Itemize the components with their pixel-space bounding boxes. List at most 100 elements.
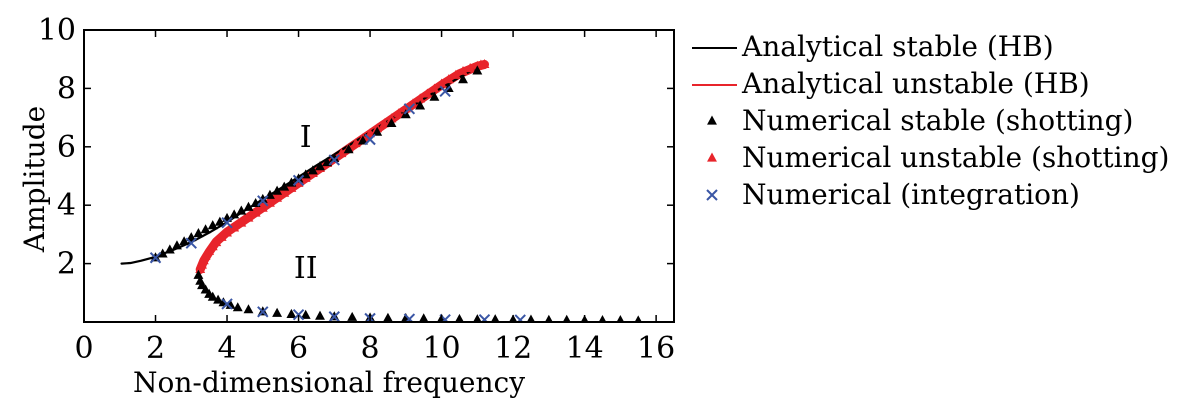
point-numerical-integration xyxy=(403,103,416,115)
point-numerical-stable-shotting xyxy=(429,91,440,101)
point-numerical-stable-shotting xyxy=(286,308,297,318)
point-numerical-stable-shotting xyxy=(598,315,607,322)
point-numerical-integration xyxy=(185,237,197,249)
point-numerical-stable-shotting xyxy=(179,236,190,246)
point-numerical-unstable-shotting xyxy=(443,74,454,84)
point-numerical-unstable-shotting xyxy=(408,98,418,108)
point-numerical-integration xyxy=(257,306,269,318)
point-numerical-stable-shotting xyxy=(418,313,429,322)
point-numerical-unstable-shotting xyxy=(379,118,390,128)
point-numerical-stable-shotting xyxy=(236,205,247,215)
point-numerical-stable-shotting xyxy=(300,309,311,319)
point-numerical-stable-shotting xyxy=(157,248,168,258)
point-numerical-unstable-shotting xyxy=(436,78,447,88)
legend-item-numerical-unstable-shotting: Numerical unstable (shotting) xyxy=(707,141,1169,174)
point-numerical-stable-shotting xyxy=(243,304,254,314)
point-numerical-stable-shotting xyxy=(307,165,318,175)
point-numerical-stable-shotting xyxy=(272,307,283,317)
point-numerical-stable-shotting xyxy=(386,117,397,128)
point-numerical-stable-shotting xyxy=(315,310,325,320)
point-numerical-stable-shotting xyxy=(193,228,204,238)
point-numerical-stable-shotting xyxy=(634,315,642,322)
point-numerical-stable-shotting xyxy=(473,314,482,322)
point-numerical-stable-shotting xyxy=(279,181,290,191)
y-tick-label: 6 xyxy=(57,130,76,165)
legend-label: Numerical unstable (shotting) xyxy=(742,141,1169,174)
point-numerical-unstable-shotting xyxy=(429,83,440,93)
point-numerical-unstable-shotting xyxy=(216,231,227,241)
point-numerical-integration xyxy=(439,85,451,98)
legend-item-analytical-unstable-hb: Analytical unstable (HB) xyxy=(692,67,1090,100)
plot-area xyxy=(120,58,642,322)
point-numerical-unstable-shotting xyxy=(365,128,376,138)
point-numerical-stable-shotting xyxy=(193,269,204,279)
y-tick-label: 10 xyxy=(38,13,76,48)
legend-label: Analytical stable (HB) xyxy=(741,30,1054,63)
point-numerical-stable-shotting xyxy=(343,144,354,154)
plot-frame xyxy=(83,29,675,323)
point-numerical-unstable-shotting xyxy=(458,65,468,76)
y-axis-label: Amplitude xyxy=(18,106,51,253)
point-numerical-stable-shotting xyxy=(616,315,625,322)
point-numerical-stable-shotting xyxy=(315,161,325,171)
x-tick-label: 2 xyxy=(146,331,165,366)
point-numerical-integration xyxy=(478,313,491,322)
point-numerical-stable-shotting xyxy=(257,193,268,203)
x-tick-label: 4 xyxy=(217,331,236,366)
point-numerical-unstable-shotting xyxy=(204,245,215,255)
point-numerical-unstable-shotting xyxy=(257,202,268,212)
point-numerical-integration xyxy=(514,314,526,322)
point-numerical-integration xyxy=(364,133,376,146)
point-numerical-stable-shotting xyxy=(243,201,254,211)
point-numerical-integration xyxy=(328,311,341,322)
point-numerical-unstable-shotting xyxy=(393,108,404,118)
point-numerical-stable-shotting xyxy=(372,126,383,136)
point-numerical-stable-shotting xyxy=(472,65,483,75)
point-numerical-stable-shotting xyxy=(272,185,283,195)
x-tick-label: 14 xyxy=(566,331,604,366)
point-numerical-unstable-shotting xyxy=(450,69,461,79)
x-tick-label: 16 xyxy=(637,331,675,366)
point-numerical-stable-shotting xyxy=(458,74,468,84)
point-numerical-integration xyxy=(292,308,305,321)
point-numerical-stable-shotting xyxy=(200,224,211,234)
point-numerical-stable-shotting xyxy=(562,314,571,322)
point-numerical-integration xyxy=(403,313,416,322)
point-numerical-unstable-shotting xyxy=(243,212,254,222)
point-numerical-integration xyxy=(328,154,341,166)
legend-item-analytical-stable-hb: Analytical stable (HB) xyxy=(692,30,1054,63)
axes: 0 2 4 6 8 10 12 14 16 2 4 6 8 10 xyxy=(38,13,675,366)
point-numerical-stable-shotting xyxy=(207,220,218,230)
point-numerical-stable-shotting xyxy=(186,232,197,242)
point-numerical-stable-shotting xyxy=(357,135,368,145)
legend-label: Numerical stable (shotting) xyxy=(742,104,1133,137)
point-numerical-unstable-shotting xyxy=(211,237,222,247)
x-tick-label: 8 xyxy=(361,331,380,366)
point-numerical-stable-shotting xyxy=(229,209,240,219)
point-numerical-integration xyxy=(257,195,269,207)
point-numerical-unstable-shotting xyxy=(415,93,426,103)
point-numerical-stable-shotting xyxy=(415,100,426,110)
y-tick-label: 8 xyxy=(57,71,76,106)
annotations: III xyxy=(294,120,318,286)
annotation-label: I xyxy=(300,120,312,155)
point-numerical-unstable-shotting xyxy=(465,63,476,73)
point-numerical-stable-shotting xyxy=(455,313,464,322)
point-numerical-unstable-shotting xyxy=(200,250,211,260)
point-numerical-stable-shotting xyxy=(207,291,218,301)
point-numerical-stable-shotting xyxy=(225,299,236,309)
point-numerical-stable-shotting xyxy=(544,314,553,322)
point-numerical-unstable-shotting xyxy=(386,113,397,123)
point-numerical-unstable-shotting xyxy=(250,207,261,217)
legend-label: Analytical unstable (HB) xyxy=(741,67,1090,100)
point-numerical-stable-shotting xyxy=(382,312,393,322)
legend-swatch xyxy=(706,189,718,201)
point-numerical-stable-shotting xyxy=(232,302,243,312)
legend: Analytical stable (HB) Analytical unstabl… xyxy=(692,30,1169,211)
x-tick-label: 10 xyxy=(422,331,460,366)
point-numerical-stable-shotting xyxy=(213,294,224,304)
point-numerical-stable-shotting xyxy=(329,152,340,163)
point-numerical-unstable-shotting xyxy=(286,182,297,192)
point-numerical-integration xyxy=(221,298,233,310)
annotation-label: II xyxy=(294,251,318,286)
